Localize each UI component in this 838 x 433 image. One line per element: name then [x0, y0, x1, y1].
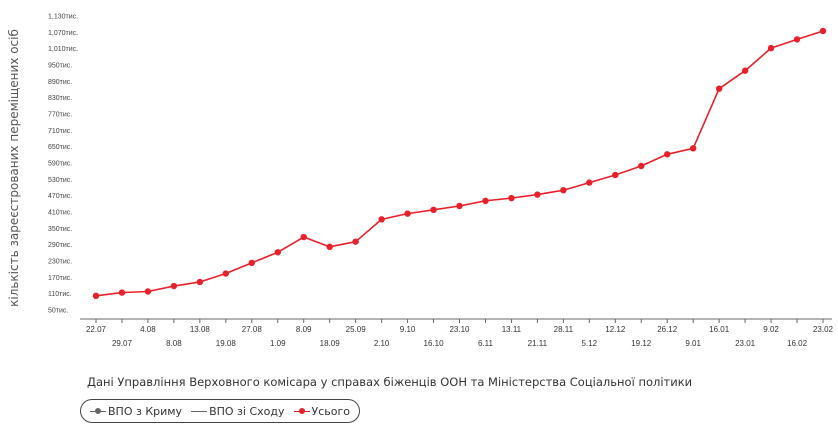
- x-tick-label: 13.11: [502, 325, 522, 334]
- data-point: [534, 191, 541, 198]
- data-point: [715, 85, 723, 92]
- y-tick-label: 830тис.: [48, 95, 72, 102]
- x-tick-label: 1.09: [270, 339, 286, 348]
- series-line: [95, 30, 824, 297]
- data-point: [767, 44, 775, 52]
- x-tick-label: 22.07: [86, 325, 107, 334]
- y-tick-label: 710тис.: [48, 128, 72, 135]
- x-tick-label: 18.09: [320, 339, 341, 348]
- legend-marker-crimea: [90, 406, 106, 416]
- x-tick-label: 26.12: [657, 325, 678, 334]
- x-tick-label: 9.10: [400, 325, 416, 334]
- legend-marker-total: [293, 406, 310, 416]
- y-tick-label: 650тис.: [48, 144, 72, 151]
- data-point: [664, 151, 671, 158]
- y-axis-label: кількість зареєстрованих переміщених осі…: [7, 29, 21, 307]
- x-tick-label: 21.11: [528, 339, 548, 348]
- data-point: [222, 270, 230, 277]
- data-point: [560, 187, 567, 194]
- legend[interactable]: ВПО з Криму ВПО зі Сходу Усього: [80, 399, 360, 423]
- data-point: [508, 194, 515, 202]
- series-layer: [92, 27, 827, 300]
- x-axis: 22.07 29.07 4.08 8.08 13.08 19.08 27.08 1.09 8.0…: [80, 318, 834, 348]
- y-tick-label: 1,070тис.: [48, 30, 78, 37]
- data-point: [144, 288, 152, 295]
- legend-item-crimea[interactable]: ВПО з Криму: [90, 405, 182, 418]
- data-point: [612, 171, 619, 179]
- y-tick-label: 590тис.: [48, 161, 72, 168]
- data-point: [118, 289, 126, 296]
- x-tick-label: 4.08: [140, 325, 156, 334]
- legend-label-total: Усього: [311, 404, 350, 418]
- y-tick-label: 350тис.: [48, 226, 72, 233]
- y-tick-label: 1,130тис.: [48, 14, 78, 21]
- data-point: [819, 27, 827, 35]
- x-tick-label: 25.09: [346, 325, 367, 334]
- y-axis-ticks: 1,130тис. 1,070тис. 1,010тис. 950тис. 890тис…: [48, 14, 78, 315]
- x-tick-label: 23.10: [449, 325, 470, 334]
- data-point: [92, 292, 100, 300]
- x-tick-label: 12.12: [605, 325, 626, 334]
- legend-item-total[interactable]: Усього: [293, 404, 350, 418]
- data-point: [300, 233, 307, 241]
- x-tick-label: 19.12: [631, 339, 652, 348]
- y-tick-label: 410тис.: [48, 210, 72, 217]
- data-point: [638, 162, 645, 170]
- x-tick-label: 8.09: [296, 325, 312, 334]
- data-point: [326, 243, 333, 251]
- data-point: [352, 238, 359, 245]
- data-point: [482, 197, 489, 205]
- data-point: [741, 67, 749, 74]
- x-tick-label: 13.08: [190, 325, 211, 334]
- data-point: [689, 145, 697, 152]
- data-point: [274, 249, 281, 256]
- y-tick-label: 770тис.: [48, 112, 72, 119]
- y-tick-label: 50тис.: [48, 308, 68, 315]
- x-tick-label: 29.07: [112, 339, 133, 348]
- chart: кількість зареєстрованих переміщених осі…: [7, 14, 834, 349]
- x-tick-label: 5.12: [582, 339, 598, 348]
- x-tick-label: 9.01: [685, 339, 701, 348]
- y-tick-label: 290тис.: [48, 242, 72, 249]
- data-point: [248, 259, 255, 267]
- data-point: [586, 179, 593, 186]
- legend-marker-east: [191, 406, 208, 416]
- y-tick-label: 530тис.: [48, 177, 72, 184]
- data-point: [793, 36, 801, 43]
- x-tick-label: 16.01: [709, 325, 730, 334]
- y-tick-label: 470тис.: [48, 193, 72, 200]
- legend-item-east[interactable]: ВПО зі Сходу: [191, 404, 285, 418]
- x-tick-label: 28.11: [554, 325, 574, 334]
- source-note: Дані Управління Верховного комісара у сп…: [87, 375, 693, 389]
- x-tick-label: 6.11: [478, 339, 494, 348]
- x-tick-label: 8.08: [166, 339, 182, 348]
- data-point: [196, 278, 204, 286]
- data-point: [456, 202, 463, 210]
- x-tick-label: 27.08: [242, 325, 263, 334]
- y-tick-label: 110тис.: [48, 291, 72, 298]
- y-tick-label: 950тис.: [48, 63, 72, 70]
- data-point: [378, 216, 385, 223]
- y-tick-label: 890тис.: [48, 79, 72, 86]
- x-tick-label: 9.02: [763, 325, 779, 334]
- y-tick-label: 230тис.: [48, 259, 72, 266]
- y-tick-label: 170тис.: [48, 275, 72, 282]
- x-tick-label: 23.01: [735, 339, 756, 348]
- data-point: [404, 210, 411, 217]
- legend-label-crimea: ВПО з Криму: [108, 404, 183, 418]
- data-point: [170, 282, 178, 290]
- x-tick-label: 19.08: [216, 339, 237, 348]
- y-tick-label: 1,010тис.: [48, 46, 78, 53]
- x-tick-label: 23.02: [813, 325, 834, 334]
- legend-label-east: ВПО зі Сходу: [209, 404, 285, 418]
- x-tick-label: 16.10: [424, 339, 445, 348]
- x-tick-label: 16.02: [787, 339, 808, 348]
- data-point: [430, 206, 437, 214]
- x-tick-label: 2.10: [374, 339, 390, 348]
